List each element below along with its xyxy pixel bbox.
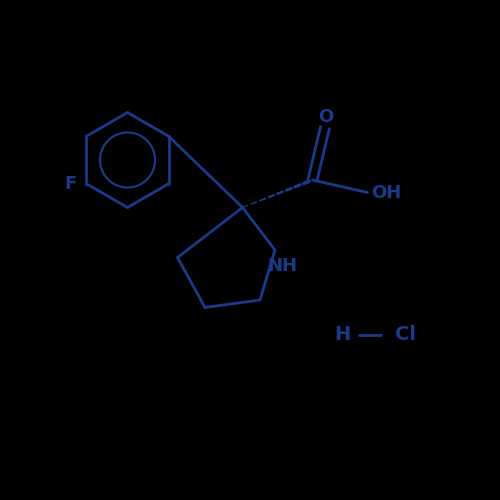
Text: O: O — [318, 108, 334, 126]
Text: OH: OH — [372, 184, 402, 202]
Text: H: H — [334, 326, 350, 344]
Text: Cl: Cl — [394, 326, 415, 344]
Text: F: F — [64, 175, 76, 192]
Text: NH: NH — [268, 257, 298, 275]
